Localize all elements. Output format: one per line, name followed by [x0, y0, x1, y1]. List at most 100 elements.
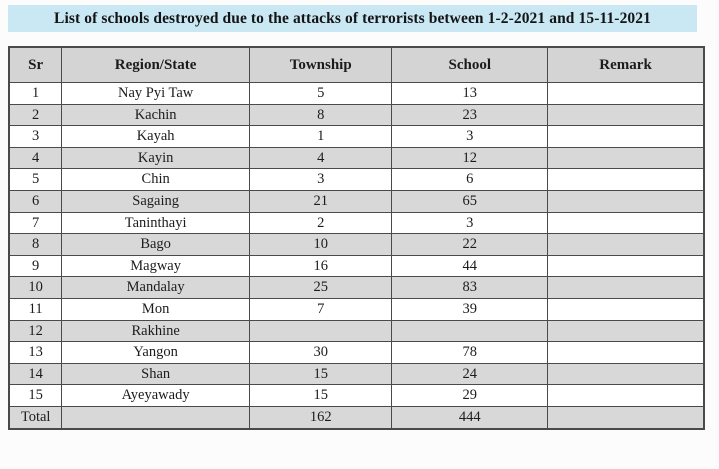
- table-cell-sr: 9: [8, 254, 63, 278]
- table-cell-remark: [547, 254, 705, 278]
- table-row: 9 Magway 16 44: [8, 254, 705, 278]
- table-row: 3 Kayah 1 3: [8, 125, 705, 148]
- table-cell-region: Chin: [61, 168, 250, 191]
- table-row: 7 Taninthayi 2 3: [8, 211, 705, 235]
- table-cell-remark: [547, 384, 705, 407]
- column-header: Region/State: [61, 46, 250, 83]
- table-cell-school: 78: [391, 341, 549, 364]
- table-cell-sr: 10: [8, 276, 63, 299]
- table-row: 8 Bago 10 22: [8, 233, 705, 256]
- table-cell-township: 25: [248, 276, 393, 299]
- table-cell-remark: [547, 341, 705, 364]
- table-row: 5 Chin 3 6: [8, 168, 705, 191]
- table-row: 2 Kachin 8 23: [8, 103, 705, 127]
- table-cell-school: 44: [391, 254, 549, 278]
- table-row: 10 Mandalay 25 83: [8, 276, 705, 299]
- column-header: School: [391, 46, 549, 83]
- table-cell-township: 15: [248, 362, 393, 386]
- table-cell-remark: [547, 103, 705, 127]
- table-cell-school: 22: [391, 233, 549, 256]
- table-cell-school: 444: [391, 405, 549, 430]
- table-cell-township: 162: [248, 405, 393, 430]
- table-cell-remark: [547, 168, 705, 191]
- table-cell-sr: 13: [8, 341, 63, 364]
- table-cell-sr: 14: [8, 362, 63, 386]
- table-cell-sr: 1: [8, 82, 63, 105]
- table-cell-township: 16: [248, 254, 393, 278]
- table-cell-township: 7: [248, 297, 393, 321]
- table-cell-school: 13: [391, 82, 549, 105]
- table-cell-region: Taninthayi: [61, 211, 250, 235]
- table-cell-region: Shan: [61, 362, 250, 386]
- table-row: 14 Shan 15 24: [8, 362, 705, 386]
- table-cell-sr: 12: [8, 319, 63, 343]
- table-cell-region: Ayeyawady: [61, 384, 250, 407]
- table-cell-region: Kayah: [61, 125, 250, 148]
- table-header-row: Sr Region/State Township School Remark: [8, 46, 705, 83]
- table-cell-sr: 2: [8, 103, 63, 127]
- table-cell-remark: [547, 146, 705, 170]
- table-cell-school: 24: [391, 362, 549, 386]
- table-row: 12 Rakhine: [8, 319, 705, 343]
- table-cell-school: 65: [391, 189, 549, 213]
- table-cell-sr: 8: [8, 233, 63, 256]
- table-cell-township: 3: [248, 168, 393, 191]
- schools-destroyed-table: Sr Region/State Township School Remark 1 Nay …: [8, 46, 705, 430]
- table-cell-sr: 4: [8, 146, 63, 170]
- table-cell-township: 5: [248, 82, 393, 105]
- table-cell-township: 4: [248, 146, 393, 170]
- table-row: 15 Ayeyawady 15 29: [8, 384, 705, 407]
- table-cell-sr: 15: [8, 384, 63, 407]
- table-cell-township: 8: [248, 103, 393, 127]
- table-cell-region: Nay Pyi Taw: [61, 82, 250, 105]
- table-header: Sr Region/State Township School Remark: [8, 46, 705, 83]
- table-cell-remark: [547, 125, 705, 148]
- table-cell-remark: [547, 276, 705, 299]
- page-title: List of schools destroyed due to the att…: [8, 5, 697, 32]
- table-cell-township: 10: [248, 233, 393, 256]
- table-cell-remark: [547, 189, 705, 213]
- table-cell-township: [248, 319, 393, 343]
- table-cell-school: 3: [391, 125, 549, 148]
- table-row: 6 Sagaing 21 65: [8, 189, 705, 213]
- table-cell-township: 1: [248, 125, 393, 148]
- table-cell-school: 39: [391, 297, 549, 321]
- table-cell-region: Mandalay: [61, 276, 250, 299]
- table-cell-school: 83: [391, 276, 549, 299]
- table-cell-remark: [547, 211, 705, 235]
- table-total-row: Total 162 444: [8, 405, 705, 430]
- table-cell-township: 15: [248, 384, 393, 407]
- table-cell-school: 3: [391, 211, 549, 235]
- table-cell-region: Yangon: [61, 341, 250, 364]
- table-cell-sr: Total: [8, 405, 63, 430]
- table-cell-sr: 7: [8, 211, 63, 235]
- table-cell-school: 6: [391, 168, 549, 191]
- table-cell-remark: [547, 362, 705, 386]
- table-cell-remark: [547, 82, 705, 105]
- table-cell-sr: 6: [8, 189, 63, 213]
- column-header: Township: [248, 46, 393, 83]
- table-cell-region: Mon: [61, 297, 250, 321]
- table-cell-remark: [547, 319, 705, 343]
- table-cell-region: Kachin: [61, 103, 250, 127]
- table-cell-school: 29: [391, 384, 549, 407]
- table-cell-region: [61, 405, 250, 430]
- table-cell-region: Kayin: [61, 146, 250, 170]
- table-cell-school: 23: [391, 103, 549, 127]
- table-cell-sr: 5: [8, 168, 63, 191]
- table-cell-school: [391, 319, 549, 343]
- table-cell-sr: 11: [8, 297, 63, 321]
- table-cell-region: Rakhine: [61, 319, 250, 343]
- table-body: 1 Nay Pyi Taw 5 13 2 Kachin 8 23 3 Kayah 1 3 4 Kayin 4…: [8, 82, 705, 430]
- table-cell-school: 12: [391, 146, 549, 170]
- table-cell-remark: [547, 297, 705, 321]
- table-row: 11 Mon 7 39: [8, 297, 705, 321]
- column-header: Remark: [547, 46, 705, 83]
- table-row: 4 Kayin 4 12: [8, 146, 705, 170]
- table-cell-region: Magway: [61, 254, 250, 278]
- table-cell-township: 21: [248, 189, 393, 213]
- table-cell-township: 2: [248, 211, 393, 235]
- table-cell-region: Sagaing: [61, 189, 250, 213]
- table-cell-sr: 3: [8, 125, 63, 148]
